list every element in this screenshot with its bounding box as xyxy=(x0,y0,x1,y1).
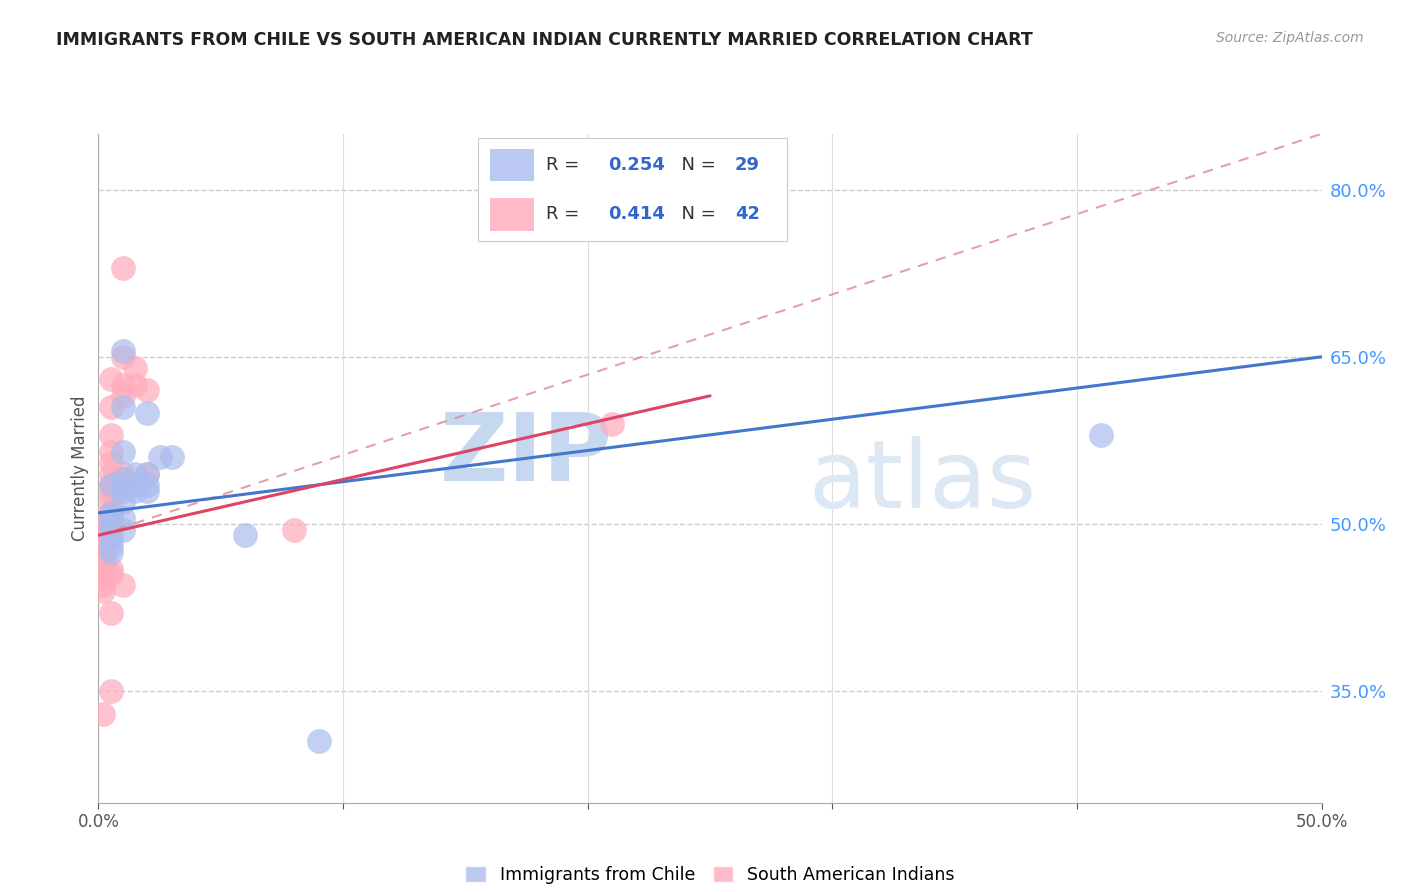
Point xyxy=(111,389,134,403)
Point xyxy=(100,444,122,458)
Text: R =: R = xyxy=(546,156,585,174)
Point xyxy=(100,489,122,503)
Point xyxy=(233,528,256,542)
Text: atlas: atlas xyxy=(808,435,1036,528)
Point xyxy=(111,473,134,487)
Point xyxy=(111,578,134,592)
Point xyxy=(160,450,183,464)
Text: 0.254: 0.254 xyxy=(607,156,665,174)
Point xyxy=(100,511,122,525)
Point xyxy=(136,483,159,498)
Point xyxy=(124,377,146,392)
Point xyxy=(308,734,330,748)
Text: 29: 29 xyxy=(735,156,759,174)
Point xyxy=(136,467,159,481)
Point xyxy=(111,478,134,492)
Point xyxy=(100,478,122,492)
Point xyxy=(111,511,134,525)
Point xyxy=(100,684,122,698)
Point xyxy=(100,428,122,442)
Point xyxy=(136,384,159,398)
Point xyxy=(91,511,114,525)
FancyBboxPatch shape xyxy=(491,198,534,230)
Point xyxy=(100,506,122,520)
Point xyxy=(100,540,122,554)
Point xyxy=(124,467,146,481)
Point xyxy=(100,506,122,520)
Point xyxy=(100,562,122,576)
Text: 0.414: 0.414 xyxy=(607,205,665,223)
Point xyxy=(111,260,134,275)
Point xyxy=(100,517,122,532)
Point xyxy=(111,483,134,498)
Text: N =: N = xyxy=(669,156,721,174)
Point xyxy=(100,483,122,498)
Point xyxy=(111,344,134,359)
Point xyxy=(111,400,134,414)
Text: IMMIGRANTS FROM CHILE VS SOUTH AMERICAN INDIAN CURRENTLY MARRIED CORRELATION CHA: IMMIGRANTS FROM CHILE VS SOUTH AMERICAN … xyxy=(56,31,1033,49)
Text: R =: R = xyxy=(546,205,585,223)
Point xyxy=(136,467,159,481)
Point xyxy=(91,584,114,599)
Point xyxy=(124,361,146,376)
Point xyxy=(100,494,122,508)
Point xyxy=(111,444,134,458)
Point xyxy=(100,467,122,481)
Point xyxy=(100,372,122,386)
Point xyxy=(100,530,122,544)
Point xyxy=(100,567,122,582)
Point xyxy=(111,478,134,492)
Point xyxy=(91,567,114,582)
Point xyxy=(100,511,122,525)
Legend: Immigrants from Chile, South American Indians: Immigrants from Chile, South American In… xyxy=(458,859,962,891)
Point xyxy=(600,417,623,431)
Point xyxy=(100,523,122,537)
Text: ZIP: ZIP xyxy=(439,409,612,501)
Point xyxy=(111,523,134,537)
Point xyxy=(91,540,114,554)
Text: Source: ZipAtlas.com: Source: ZipAtlas.com xyxy=(1216,31,1364,45)
Point xyxy=(91,578,114,592)
Point xyxy=(91,523,114,537)
Point xyxy=(136,478,159,492)
Point xyxy=(100,400,122,414)
FancyBboxPatch shape xyxy=(491,149,534,181)
Point xyxy=(111,494,134,508)
Point xyxy=(136,406,159,420)
Point xyxy=(111,467,134,481)
Point xyxy=(91,517,114,532)
Point xyxy=(91,556,114,570)
Point xyxy=(149,450,172,464)
Point xyxy=(91,528,114,542)
Point xyxy=(100,478,122,492)
Point xyxy=(111,377,134,392)
Point xyxy=(91,706,114,721)
Point xyxy=(91,533,114,548)
Point xyxy=(111,350,134,364)
Text: N =: N = xyxy=(669,205,721,223)
Y-axis label: Currently Married: Currently Married xyxy=(70,395,89,541)
Point xyxy=(91,545,114,559)
Point xyxy=(124,478,146,492)
Point xyxy=(100,545,122,559)
Point xyxy=(124,483,146,498)
Point xyxy=(100,607,122,621)
Point xyxy=(283,523,305,537)
Point xyxy=(100,456,122,470)
Point xyxy=(1090,428,1112,442)
Text: 42: 42 xyxy=(735,205,759,223)
Point xyxy=(111,473,134,487)
